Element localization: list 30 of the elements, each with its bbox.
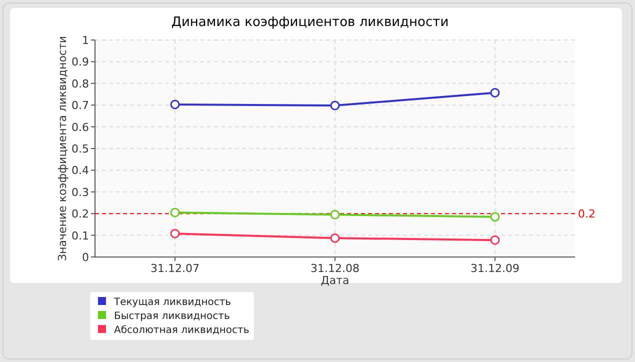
ref-line-label: 0.2 <box>578 208 596 221</box>
legend-label: Текущая ликвидность <box>113 297 232 308</box>
x-tick-label: 31.12.08 <box>310 262 360 275</box>
y-tick-label: 0.9 <box>72 56 89 69</box>
point <box>490 235 500 245</box>
y-tick-label: 0.1 <box>72 229 89 242</box>
y-tick-label: 0.3 <box>72 186 89 199</box>
x-tick-label: 31.12.07 <box>150 262 200 275</box>
point <box>490 88 500 98</box>
point <box>330 210 340 220</box>
y-tick-label: 0.8 <box>72 77 89 90</box>
y-tick-label: 0.7 <box>72 99 89 112</box>
point <box>170 228 180 238</box>
point <box>330 100 340 110</box>
x-tick-label: 31.12.09 <box>470 262 520 275</box>
y-axis-title: Значение коэффициента ликвидности <box>56 36 69 262</box>
legend-label: Быстрая ликвидность <box>114 311 230 322</box>
point <box>170 100 180 110</box>
point <box>490 212 500 222</box>
y-tick-label: 0.2 <box>72 208 89 221</box>
y-tick-label: 0 <box>82 251 89 264</box>
point <box>170 208 180 218</box>
y-tick-label: 1 <box>82 34 89 47</box>
legend-label: Абсолютная ликвидность <box>114 325 250 336</box>
y-tick-label: 0.4 <box>72 164 89 178</box>
chart-title: Динамика коэффициентов ликвидности <box>171 15 449 30</box>
y-tick-label: 0.5 <box>72 142 89 156</box>
y-tick-label: 0.6 <box>72 120 89 134</box>
point <box>330 233 340 243</box>
x-axis-title: Дата <box>320 274 350 287</box>
